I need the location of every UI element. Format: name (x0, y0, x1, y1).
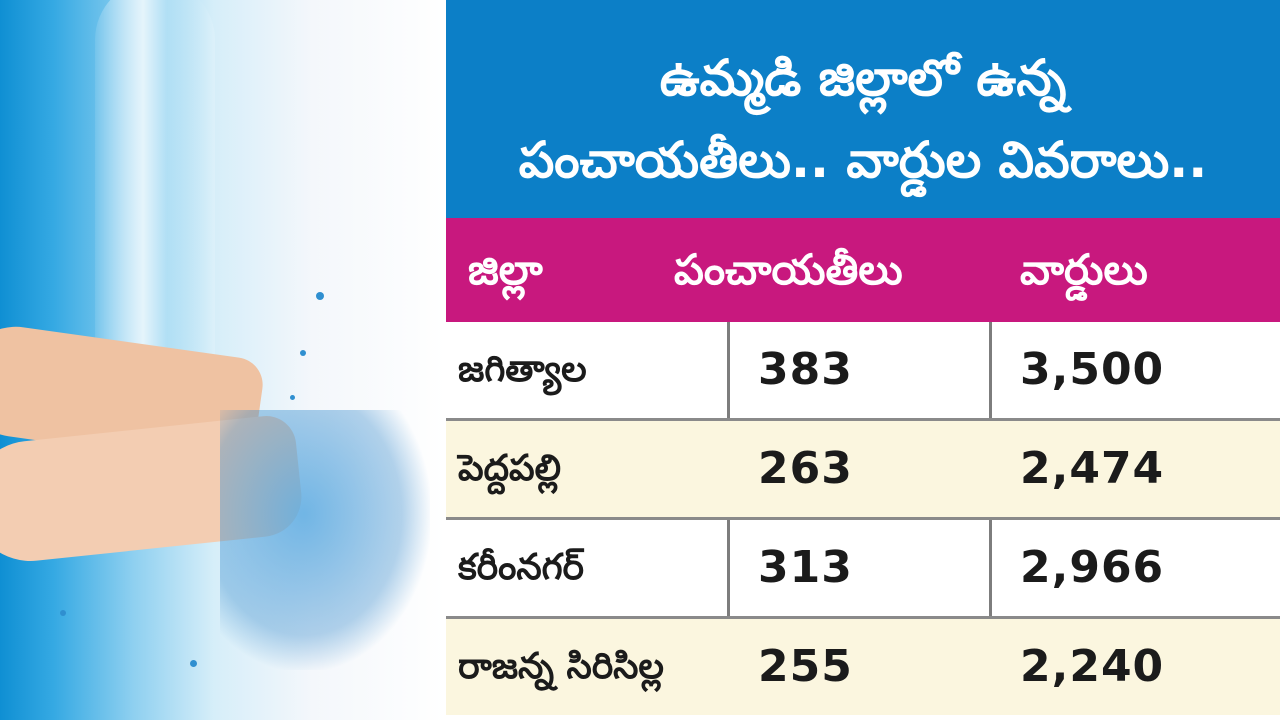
water-splash (220, 410, 430, 670)
wards-cell: 2,966 (1020, 542, 1165, 593)
header-panchayats: పంచాయతీలు (674, 245, 903, 294)
table-row: కరీంనగర్ 313 2,966 (446, 520, 1280, 616)
info-panel: ఉమ్మడి జిల్లాలో ఉన్న పంచాయతీలు.. వార్డుల… (446, 0, 1280, 720)
header-district: జిల్లా (468, 245, 543, 294)
column-divider (727, 520, 730, 616)
table-row: రాజన్న సిరిసిల్ల 255 2,240 (446, 619, 1280, 715)
wards-cell: 3,500 (1020, 344, 1165, 395)
panchayats-cell: 313 (758, 542, 853, 593)
table-row: పెద్దపల్లి 263 2,474 (446, 421, 1280, 517)
column-divider (989, 520, 992, 616)
district-cell: పెద్దపల్లి (458, 448, 561, 489)
row-divider (446, 418, 1280, 421)
column-divider (989, 322, 992, 418)
water-drop (190, 660, 197, 667)
header-wards: వార్డులు (1020, 245, 1148, 294)
title-line-2: పంచాయతీలు.. వార్డుల వివరాలు.. (518, 131, 1208, 189)
panchayats-cell: 263 (758, 443, 853, 494)
wards-cell: 2,240 (1020, 641, 1165, 692)
district-cell: కరీంనగర్ (458, 547, 585, 588)
row-divider (446, 517, 1280, 520)
table-row: జగిత్యాల 383 3,500 (446, 322, 1280, 418)
district-cell: రాజన్న సిరిసిల్ల (458, 646, 664, 687)
district-cell: జగిత్యాల (458, 349, 587, 390)
panchayats-cell: 383 (758, 344, 853, 395)
panchayats-cell: 255 (758, 641, 853, 692)
table-body: జగిత్యాల 383 3,500 పెద్దపల్లి 263 2,474 … (446, 322, 1280, 720)
water-drop (60, 610, 66, 616)
column-divider (727, 322, 730, 418)
table-header: జిల్లా పంచాయతీలు వార్డులు (446, 218, 1280, 322)
title-line-1: ఉమ్మడి జిల్లాలో ఉన్న (659, 49, 1067, 107)
row-divider (446, 616, 1280, 619)
wards-cell: 2,474 (1020, 443, 1165, 494)
water-drop (300, 350, 306, 356)
water-hands-photo (0, 0, 446, 720)
water-drop (290, 395, 295, 400)
title-banner: ఉమ్మడి జిల్లాలో ఉన్న పంచాయతీలు.. వార్డుల… (446, 0, 1280, 218)
water-drop (316, 292, 324, 300)
